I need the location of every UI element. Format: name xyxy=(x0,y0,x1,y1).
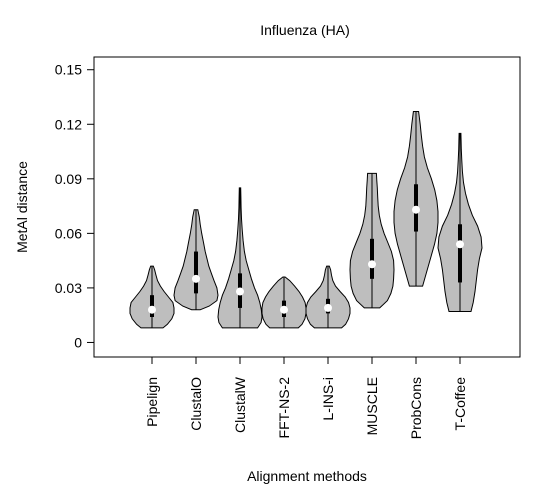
x-tick-label: T-Coffee xyxy=(452,377,468,431)
x-tick-label: FFT-NS-2 xyxy=(276,377,292,439)
violin-median-marker xyxy=(412,205,420,214)
violin-group xyxy=(129,111,483,329)
y-tick-label: 0.03 xyxy=(55,280,82,296)
x-tick-label: ProbCons xyxy=(408,377,424,439)
y-tick-label: 0.09 xyxy=(55,171,82,187)
violin-median-marker xyxy=(192,274,200,283)
violin-probcons xyxy=(393,111,439,287)
violin-l-ins-i xyxy=(305,265,351,329)
violin-median-marker xyxy=(280,305,288,314)
y-axis: 0 0.03 0.06 0.09 0.12 0.15 xyxy=(55,62,95,350)
violin-t-coffee xyxy=(437,132,483,312)
y-axis-label: MetAl distance xyxy=(14,161,30,253)
violin-median-marker xyxy=(368,260,376,269)
x-tick-label: L-INS-i xyxy=(320,377,336,421)
violin-iqr-box xyxy=(458,224,462,283)
x-tick-label: ClustalW xyxy=(232,376,248,433)
violin-muscle xyxy=(349,172,395,309)
y-tick-label: 0.15 xyxy=(55,62,82,78)
y-tick-label: 0 xyxy=(74,334,82,350)
chart-title: Influenza (HA) xyxy=(260,22,349,38)
violin-median-marker xyxy=(148,305,156,314)
violin-iqr-box xyxy=(370,238,374,279)
violin-fft-ns-2 xyxy=(261,276,307,329)
violin-median-marker xyxy=(236,287,244,296)
violin-median-marker xyxy=(456,240,464,249)
violin-clustalw xyxy=(217,187,263,329)
violin-clustalo xyxy=(173,209,219,311)
x-axis-label: Alignment methods xyxy=(247,468,367,484)
x-tick-label: Pipelign xyxy=(144,377,160,427)
violin-median-marker xyxy=(324,303,332,312)
x-tick-label: ClustalO xyxy=(188,377,204,431)
violin-pipelign xyxy=(129,265,175,329)
violin-iqr-box xyxy=(194,251,198,294)
x-tick-label: MUSCLE xyxy=(364,377,380,435)
y-tick-label: 0.12 xyxy=(55,116,82,132)
x-category-labels: Pipelign ClustalO ClustalW FFT-NS-2 L-INS-i M… xyxy=(144,357,468,439)
y-tick-label: 0.06 xyxy=(55,225,82,241)
